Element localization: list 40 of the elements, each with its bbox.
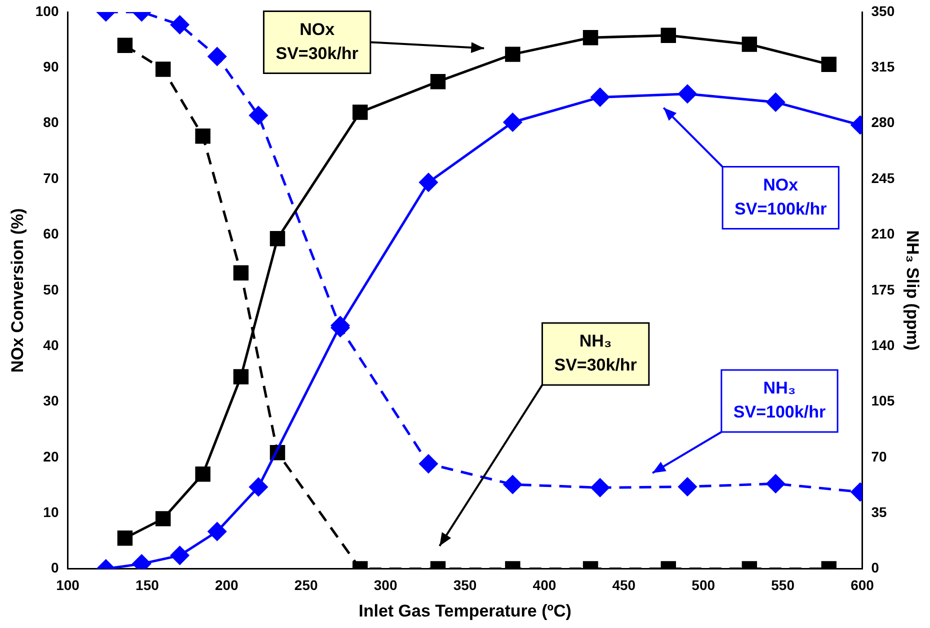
x-tick-label: 350 bbox=[453, 577, 477, 594]
x-tick-label: 600 bbox=[850, 577, 874, 594]
y2-tick-label: 315 bbox=[871, 58, 895, 75]
y2-tick-label: 245 bbox=[871, 170, 895, 186]
y-tick-label: 100 bbox=[35, 2, 59, 19]
annotation: NOx SV=100k/hr bbox=[734, 175, 828, 218]
y-tick-label: 90 bbox=[43, 58, 59, 75]
annotation: NOx SV=30k/hr bbox=[276, 20, 359, 63]
y2-tick-label: 105 bbox=[871, 392, 895, 409]
y2-tick-label: 210 bbox=[871, 226, 895, 242]
annotation: NH₃ SV=100k/hr bbox=[733, 378, 826, 422]
x-axis-title: Inlet Gas Temperature (ºC) bbox=[358, 601, 572, 620]
x-tick-label: 150 bbox=[136, 577, 160, 594]
x-tick-label: 100 bbox=[56, 577, 80, 594]
y2-tick-label: 140 bbox=[871, 336, 895, 353]
y-tick-label: 80 bbox=[43, 114, 59, 130]
y-tick-label: 40 bbox=[43, 336, 59, 353]
y-tick-label: 0 bbox=[50, 560, 59, 576]
y2-tick-label: 35 bbox=[871, 504, 888, 520]
y2-tick-label: 350 bbox=[871, 2, 895, 19]
y2-tick-label: 0 bbox=[871, 560, 880, 576]
y2-axis-title: NH₃ Slip (ppm) bbox=[903, 230, 922, 351]
y-tick-label: 10 bbox=[43, 504, 59, 520]
y-tick-label: 30 bbox=[43, 392, 59, 409]
x-tick-label: 200 bbox=[214, 577, 239, 594]
annotation: NH₃ SV=30k/hr bbox=[554, 332, 638, 375]
x-tick-label: 400 bbox=[532, 577, 556, 594]
x-tick-label: 550 bbox=[771, 577, 795, 594]
y-tick-label: 60 bbox=[43, 226, 59, 242]
y2-tick-label: 175 bbox=[871, 281, 895, 298]
x-tick-label: 450 bbox=[612, 577, 636, 594]
y2-tick-label: 280 bbox=[871, 114, 895, 130]
y-tick-label: 70 bbox=[43, 170, 59, 186]
x-tick-label: 250 bbox=[294, 577, 318, 594]
y-tick-label: 50 bbox=[43, 281, 59, 298]
y-tick-label: 20 bbox=[43, 448, 59, 464]
y-axis-title: NOx Conversion (%) bbox=[8, 208, 27, 373]
y2-tick-label: 70 bbox=[871, 448, 888, 464]
x-tick-label: 300 bbox=[374, 577, 398, 594]
x-tick-label: 500 bbox=[692, 577, 716, 594]
